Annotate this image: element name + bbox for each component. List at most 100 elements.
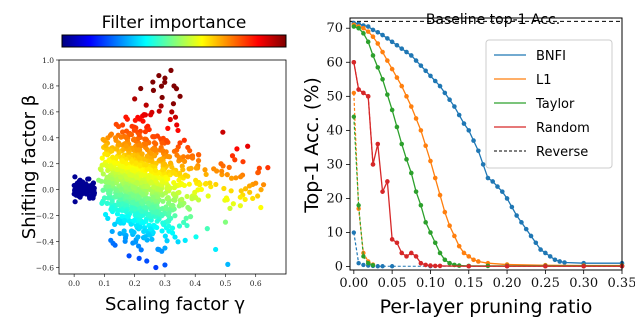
scatter-point [100,200,105,205]
line-y-axis-label: Top-1 Acc. (%) [301,77,323,214]
reverse-series-marker [376,264,380,268]
scatter-point [204,172,209,177]
legend-label-taylor: Taylor [535,97,575,112]
line-x-tick-label: 0.30 [569,276,598,291]
scatter-point [183,238,188,243]
scatter-point [173,115,178,120]
scatter-point [154,210,159,215]
scatter-point [126,253,131,258]
series-marker-taylor [409,171,414,176]
scatter-point [150,195,155,200]
scatter-x-axis-label: Scaling factor γ [105,294,245,315]
scatter-point [177,94,182,99]
scatter-point [132,185,137,190]
scatter-point [106,180,111,185]
scatter-ticks: 0.0 0.1 0.2 0.3 0.4 0.5 0.6−0.6−0.4−0.20.00.20… [36,56,262,288]
series-marker-taylor [423,220,428,225]
series-marker-l1 [462,251,467,256]
scatter-point [144,184,149,189]
series-marker-random [366,94,371,99]
scatter-point [72,187,77,192]
scatter-point [176,178,181,183]
series-marker-l1 [433,176,438,181]
series-marker-bnfi [428,74,433,79]
scatter-point [123,235,128,240]
series-marker-bnfi [538,247,543,252]
scatter-point [247,190,252,195]
line-y-tick-label: 70 [326,21,343,36]
scatter-point [214,168,219,173]
scatter-point [150,79,155,84]
scatter-point [137,155,142,160]
line-y-tick-label: 30 [326,157,343,172]
scatter-point [123,209,128,214]
scatter-point [139,209,144,214]
scatter-point [159,140,164,145]
series-marker-bnfi [553,257,558,262]
scatter-point [225,262,230,267]
scatter-point [119,187,124,192]
scatter-point [136,147,141,152]
scatter-point [141,220,146,225]
scatter-point [123,114,128,119]
series-marker-random [385,179,390,184]
series-marker-bnfi [390,40,395,45]
scatter-point [153,265,158,270]
series-marker-l1 [380,50,385,55]
scatter-point [120,164,125,169]
scatter-point [221,186,226,191]
scatter-point [238,174,243,179]
scatter-point [169,109,174,114]
series-marker-bnfi [404,50,409,55]
series-marker-random [395,240,400,245]
scatter-point [164,138,169,143]
scatter-point [185,194,190,199]
scatter-point [150,205,155,210]
scatter-point [174,122,179,127]
line-y-tick-label: 50 [326,89,343,104]
series-marker-l1 [476,259,481,264]
scatter-point [135,181,140,186]
reverse-series-marker [390,264,394,268]
series-marker-bnfi [471,138,476,143]
line-x-tick-label: 0.10 [416,276,445,291]
scatter-point [171,83,176,88]
scatter-point [124,194,129,199]
scatter-point [166,195,171,200]
scatter-x-tick-label: 0.2 [129,279,141,288]
series-marker-random [433,264,438,269]
scatter-point [118,135,123,140]
scatter-point [177,155,182,160]
line-x-tick-label: 0.20 [493,276,522,291]
reverse-series-marker [356,261,360,265]
scatter-y-tick-label: −0.6 [36,264,54,273]
scatter-point [130,193,135,198]
scatter-point [189,196,194,201]
line-y-tick-label: 0 [335,260,343,275]
scatter-point [168,68,173,73]
scatter-point [105,175,110,180]
series-marker-bnfi [476,149,481,154]
series-marker-l1 [375,41,380,46]
scatter-point [155,219,160,224]
legend-label-reverse: Reverse [536,145,588,160]
series-marker-random [438,264,443,269]
series-marker-taylor [395,125,400,130]
scatter-point [109,205,114,210]
scatter-point [105,201,110,206]
scatter-point [106,189,111,194]
scatter-point [177,223,182,228]
scatter-point [103,143,108,148]
series-marker-bnfi [423,68,428,73]
scatter-point [160,193,165,198]
series-marker-taylor [443,257,448,262]
scatter-point [213,182,218,187]
series-marker-random [352,60,357,65]
series-marker-taylor [371,53,376,58]
scatter-point [206,193,211,198]
scatter-point [177,140,182,145]
scatter-point [168,117,173,122]
scatter-point [171,180,176,185]
scatter-point [202,167,207,172]
series-marker-taylor [447,261,452,266]
